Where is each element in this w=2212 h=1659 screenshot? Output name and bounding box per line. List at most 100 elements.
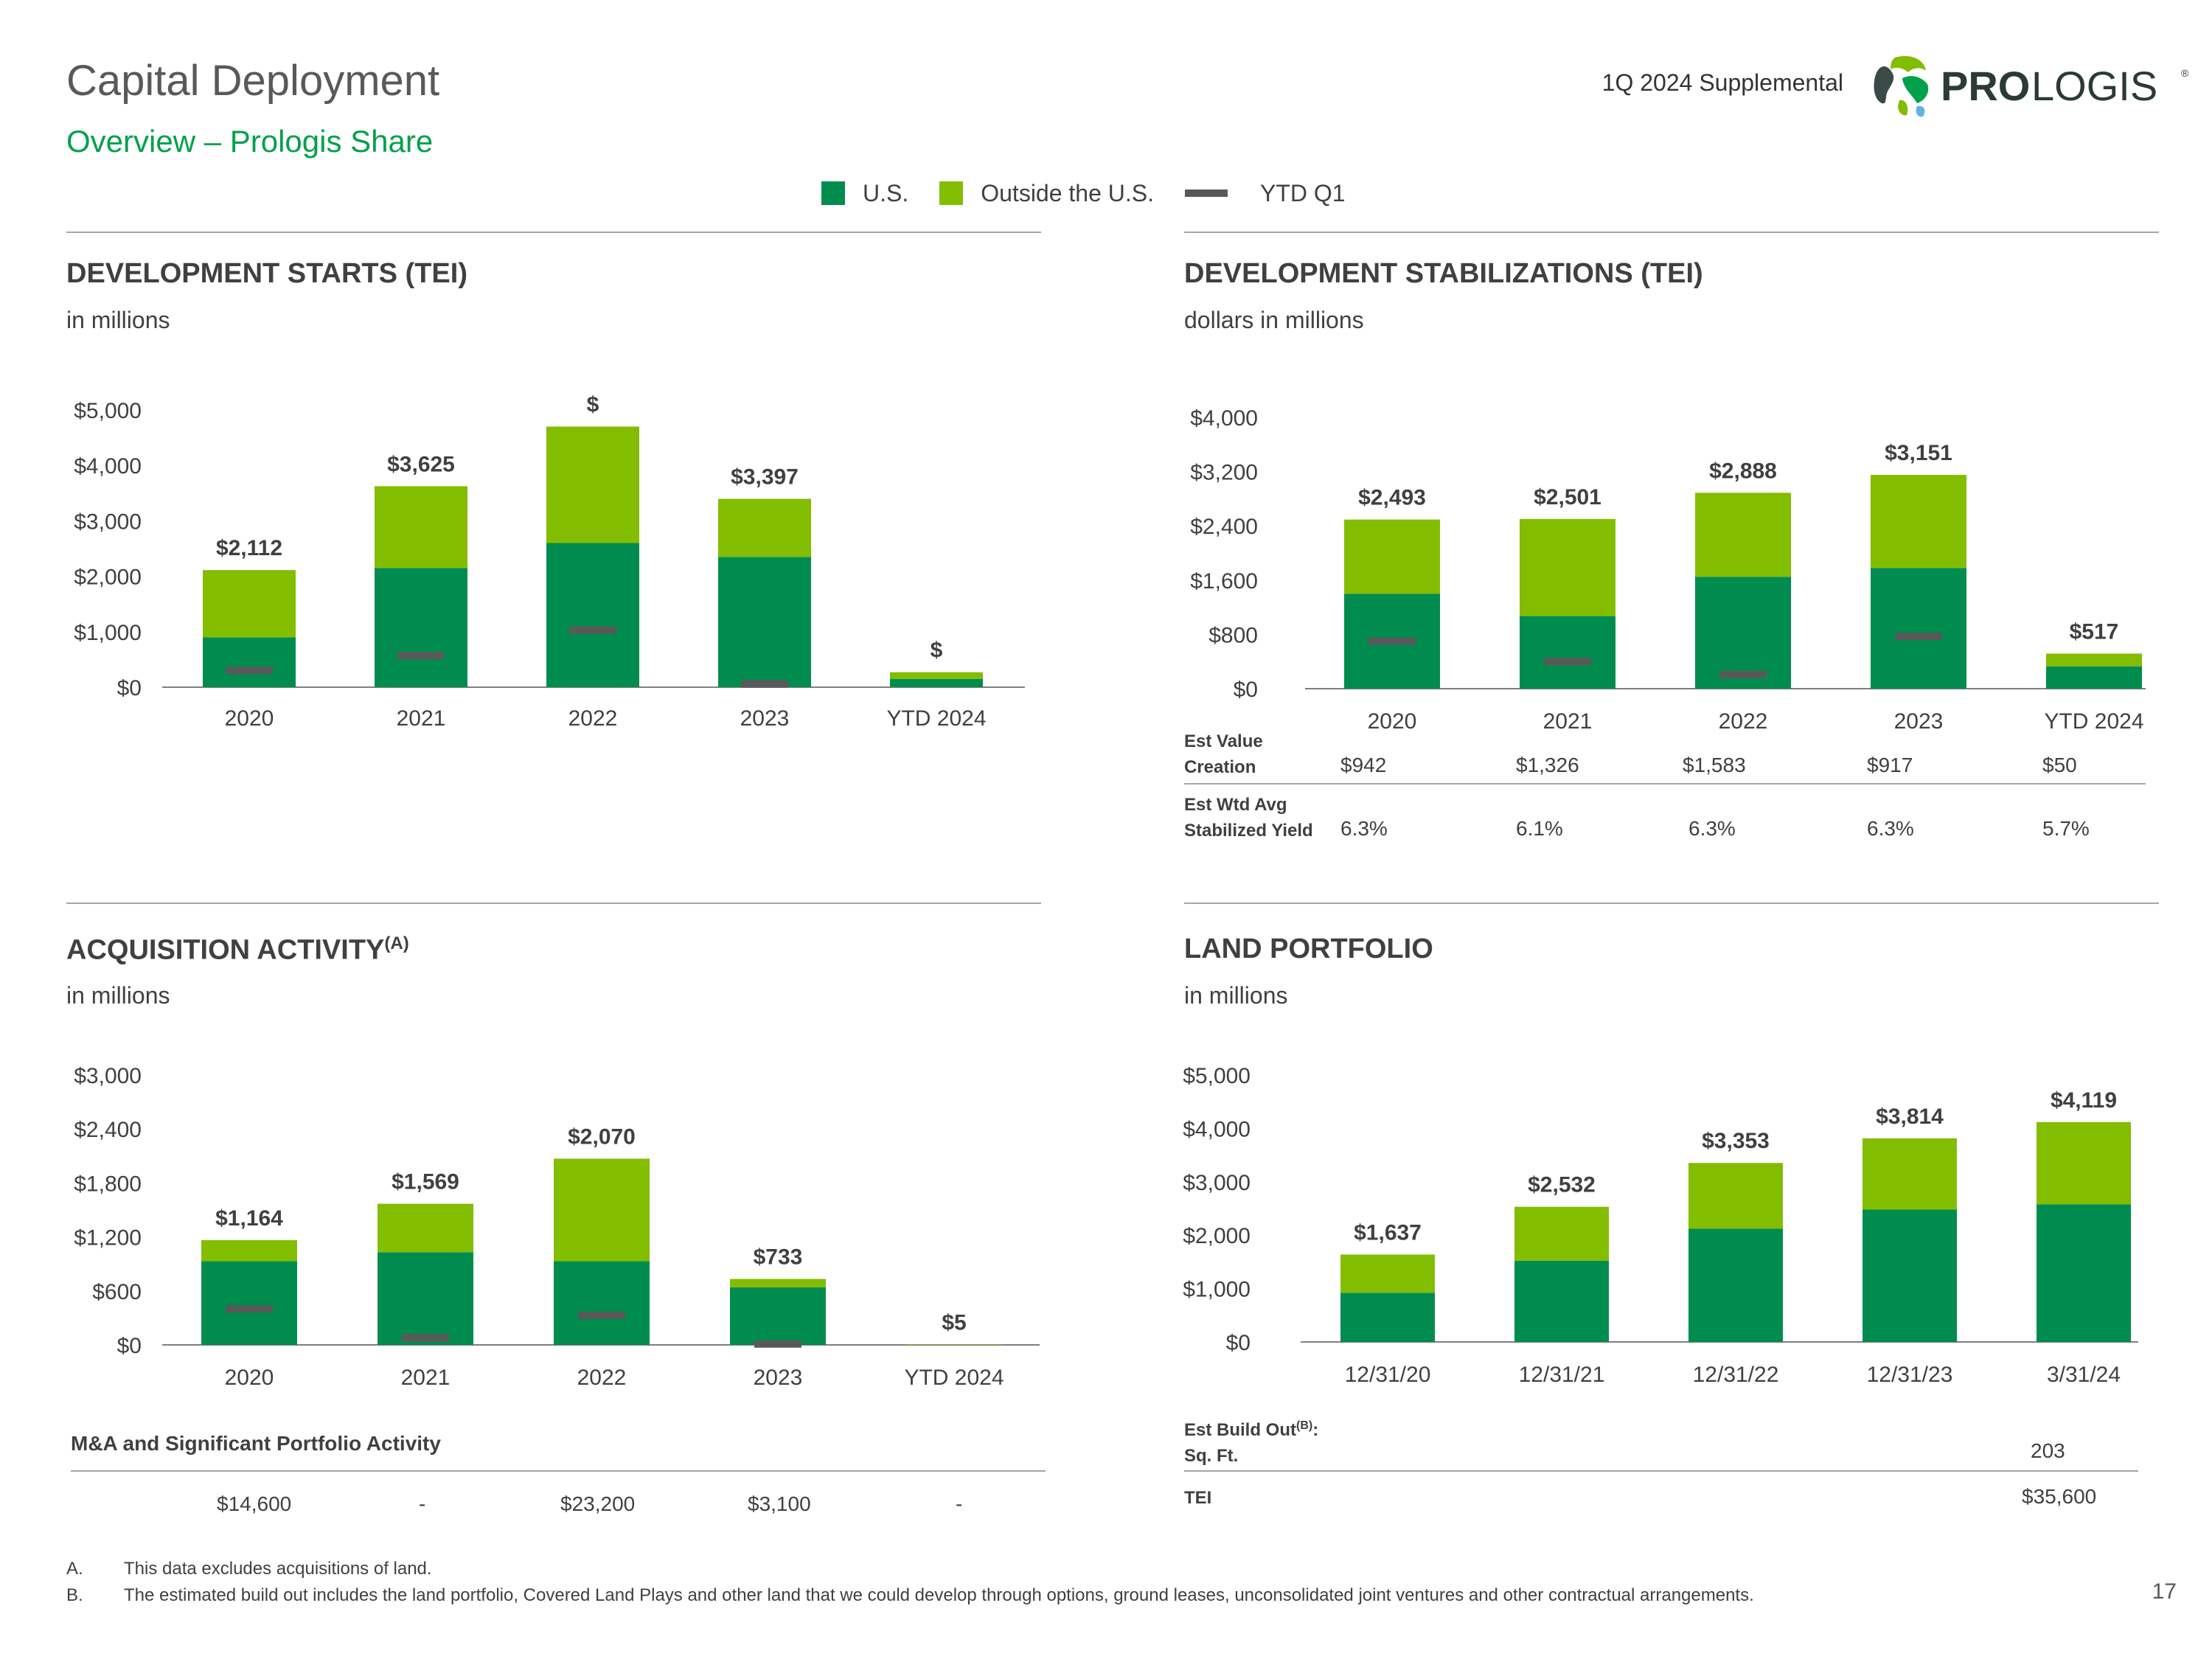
legend-label-us: U.S. xyxy=(863,179,909,206)
page-subtitle: Overview – Prologis Share xyxy=(66,124,434,159)
stab-yield-cell: 5.7% xyxy=(2042,817,2090,840)
land-title: LAND PORTFOLIO xyxy=(1184,933,1433,964)
bar-outside-us xyxy=(1340,1254,1435,1293)
bar-data-label: $2,493 xyxy=(1358,486,1426,510)
bar-outside-us xyxy=(1344,519,1440,594)
bar-outside-us xyxy=(2037,1121,2131,1205)
bar-outside-us xyxy=(1520,518,1615,616)
x-tick-label: 2021 xyxy=(1543,709,1593,734)
x-tick-label: 12/31/20 xyxy=(1345,1363,1431,1387)
ma-activity-cell: - xyxy=(956,1492,963,1515)
page-number: 17 xyxy=(2152,1579,2177,1604)
legend-label-ytd: YTD Q1 xyxy=(1260,179,1346,206)
land-tei-value: $35,600 xyxy=(2022,1485,2097,1508)
land-sqft-value: 203 xyxy=(2031,1439,2065,1462)
stab-row-label-yield: Est Wtd Avg Stabilized Yield xyxy=(1184,792,1313,844)
stab-yield-cell: 6.3% xyxy=(1867,817,1914,840)
land-portfolio-chart: $0 $1,000 $2,000 $3,000 $4,000 $5,000 $1,637 12… xyxy=(1183,1064,2138,1387)
x-tick-label: YTD 2024 xyxy=(886,706,986,731)
bar-data-label: $3,625 xyxy=(387,452,455,476)
bar-us xyxy=(546,543,639,687)
page-title: Capital Deployment xyxy=(66,57,440,105)
supplemental-label: 1Q 2024 Supplemental xyxy=(1601,69,1843,96)
ytd-q1-marker xyxy=(754,1340,801,1348)
bar-data-label: $5 xyxy=(942,1310,966,1335)
bar-data-label: $ xyxy=(931,639,943,663)
bar-outside-us xyxy=(2046,653,2142,667)
bar-data-label: $1,637 xyxy=(1354,1220,1422,1245)
bar-outside-us xyxy=(1863,1138,1957,1210)
section-divider-acquisition xyxy=(66,902,1041,904)
x-tick-label: 2022 xyxy=(577,1366,627,1390)
bar-data-label: $2,112 xyxy=(216,536,282,560)
bar-us xyxy=(1688,1228,1783,1342)
y-tick-label: $5,000 xyxy=(74,399,142,423)
ytd-q1-marker xyxy=(1719,670,1767,678)
stab-row-label-line: Est Wtd Avg xyxy=(1184,795,1287,815)
ytd-q1-marker xyxy=(569,626,616,634)
x-tick-label: 2023 xyxy=(1894,709,1944,734)
x-tick-label: 2020 xyxy=(225,1366,274,1390)
x-tick-label: 2023 xyxy=(740,706,790,731)
bar-us xyxy=(378,1252,473,1345)
ytd-q1-marker xyxy=(578,1311,625,1319)
legend-label-outside: Outside the U.S. xyxy=(981,179,1155,206)
ma-activity-cell: $23,200 xyxy=(560,1492,636,1515)
footnote-letter: B. xyxy=(66,1585,83,1605)
stab-value-creation-cell: $1,583 xyxy=(1683,754,1746,776)
stab-value-creation-cell: $942 xyxy=(1340,754,1387,776)
bar-outside-us xyxy=(546,426,639,543)
footnote-text: This data excludes acquisitions of land. xyxy=(124,1559,432,1579)
bar-us xyxy=(1695,577,1791,689)
land-build-out-sup: (B) xyxy=(1296,1419,1313,1432)
registered-mark: ® xyxy=(2181,67,2189,79)
bar-outside-us xyxy=(1871,475,1966,568)
logo-text-light: LOGIS xyxy=(2031,63,2157,109)
x-tick-label: 12/31/23 xyxy=(1867,1363,1953,1387)
bar-data-label: $2,501 xyxy=(1534,485,1601,509)
bar-data-label: $2,070 xyxy=(568,1124,636,1149)
acquisition-subtitle: in millions xyxy=(66,982,170,1009)
ytd-q1-marker xyxy=(226,667,273,675)
bar-outside-us xyxy=(201,1239,297,1262)
y-tick-label: $4,000 xyxy=(1183,1117,1251,1141)
y-tick-label: $0 xyxy=(1234,678,1258,702)
legend: U.S. Outside the U.S. YTD Q1 xyxy=(821,177,1377,209)
x-tick-label: YTD 2024 xyxy=(2044,709,2143,734)
bar-outside-us xyxy=(730,1279,826,1287)
y-tick-label: $600 xyxy=(92,1280,142,1304)
prologis-logo: PRO LOGIS ® xyxy=(1874,56,2189,117)
bar-us xyxy=(890,678,983,687)
stab-yield-cell: 6.3% xyxy=(1340,817,1388,840)
bar-us xyxy=(2046,666,2142,689)
stab-row-label-value-creation: Est Value Creation xyxy=(1184,728,1263,780)
bar-us xyxy=(375,568,467,687)
y-tick-label: $1,600 xyxy=(1190,569,1258,594)
bar-data-label: $3,353 xyxy=(1702,1129,1770,1153)
bar-us xyxy=(718,557,811,687)
bar-outside-us xyxy=(203,570,296,638)
x-tick-label: YTD 2024 xyxy=(904,1366,1004,1390)
acquisition-title-sup: (A) xyxy=(384,933,409,953)
bar-us xyxy=(1514,1260,1609,1342)
ytd-q1-marker xyxy=(402,1334,449,1342)
stab-value-creation-cell: $917 xyxy=(1867,754,1913,776)
x-tick-label: 2020 xyxy=(1368,709,1417,734)
acquisition-title: ACQUISITION ACTIVITY(A) xyxy=(66,933,409,967)
bar-data-label: $3,397 xyxy=(731,465,799,490)
stab-row-label-line: Stabilized Yield xyxy=(1184,821,1313,841)
bar-outside-us xyxy=(378,1203,473,1253)
bar-data-label: $2,532 xyxy=(1528,1173,1596,1197)
y-tick-label: $3,000 xyxy=(74,1064,142,1088)
y-tick-label: $4,000 xyxy=(1190,406,1258,431)
acquisition-title-text: ACQUISITION ACTIVITY xyxy=(66,934,385,966)
bar-us xyxy=(2037,1204,2131,1342)
bar-outside-us xyxy=(1688,1163,1783,1229)
land-build-out-colon: : xyxy=(1312,1420,1319,1440)
land-sqft-label: Sq. Ft. xyxy=(1184,1446,1239,1466)
footnote-a: A. This data excludes acquisitions of la… xyxy=(66,1556,1754,1582)
stabilizations-subtitle: dollars in millions xyxy=(1184,307,1364,333)
section-divider-starts xyxy=(66,232,1041,233)
bar-us xyxy=(730,1287,826,1345)
development-starts-chart: $0 $1,000 $2,000 $3,000 $4,000 $5,000 $2,112 20… xyxy=(74,393,1025,731)
